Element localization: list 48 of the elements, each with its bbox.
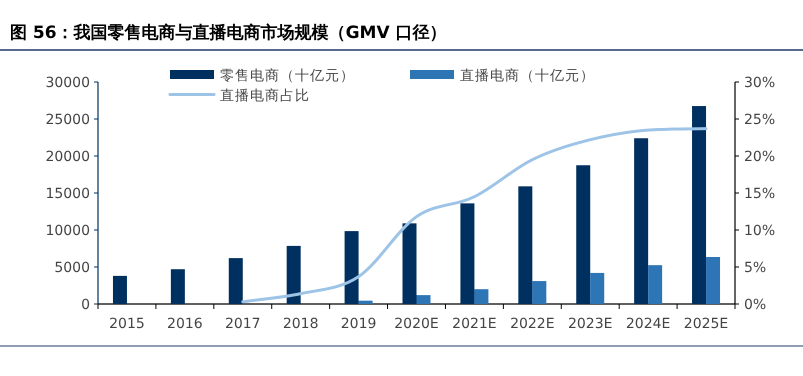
- y-tick-label: 20000: [45, 149, 90, 165]
- y-tick-label: 5000: [54, 260, 90, 276]
- bar: [634, 138, 648, 304]
- bar: [706, 257, 720, 304]
- y2-tick-label: 25%: [744, 112, 776, 128]
- bar: [590, 272, 604, 304]
- y2-tick-label: 5%: [744, 260, 766, 276]
- chart-title: 图 56：我国零售电商与直播电商市场规模（GMV 口径）: [10, 23, 447, 43]
- x-tick-label: 2016: [167, 316, 203, 332]
- legend-label: 零售电商（十亿元）: [220, 68, 355, 84]
- bar: [576, 165, 590, 304]
- bar: [358, 300, 373, 304]
- y2-tick-label: 10%: [744, 223, 776, 239]
- x-tick-label: 2025E: [684, 316, 728, 332]
- x-tick-label: 2022E: [510, 316, 555, 332]
- y2-tick-label: 0%: [744, 297, 766, 313]
- legend-label: 直播电商占比: [220, 88, 310, 104]
- y2-tick-label: 15%: [744, 186, 776, 202]
- x-tick-label: 2018: [282, 316, 318, 332]
- legend-label: 直播电商（十亿元）: [460, 68, 595, 84]
- bar: [460, 203, 474, 304]
- bar: [474, 289, 488, 304]
- y-tick-label: 0: [81, 297, 90, 313]
- y-tick-label: 30000: [45, 75, 90, 91]
- y2-tick-label: 20%: [744, 149, 776, 165]
- bar: [532, 281, 546, 304]
- bar: [228, 258, 243, 304]
- bar: [402, 223, 416, 304]
- y-tick-label: 25000: [45, 112, 90, 128]
- x-tick-label: 2015: [109, 316, 145, 332]
- bar: [648, 265, 662, 304]
- bar: [170, 269, 185, 304]
- bar: [518, 186, 532, 304]
- bar: [344, 231, 359, 304]
- bar: [416, 295, 430, 304]
- x-tick-label: 2023E: [568, 316, 612, 332]
- bar: [286, 246, 301, 304]
- x-tick-label: 2019: [340, 316, 376, 332]
- x-tick-label: 2020E: [394, 316, 439, 332]
- line-series: [241, 127, 708, 304]
- y-tick-label: 10000: [45, 223, 90, 239]
- bar: [692, 106, 706, 304]
- bar: [112, 276, 127, 304]
- x-tick-label: 2024E: [626, 316, 670, 332]
- x-tick-label: 2021E: [452, 316, 497, 332]
- y-tick-label: 15000: [45, 186, 90, 202]
- y2-tick-label: 30%: [744, 75, 776, 91]
- x-tick-label: 2017: [224, 316, 261, 332]
